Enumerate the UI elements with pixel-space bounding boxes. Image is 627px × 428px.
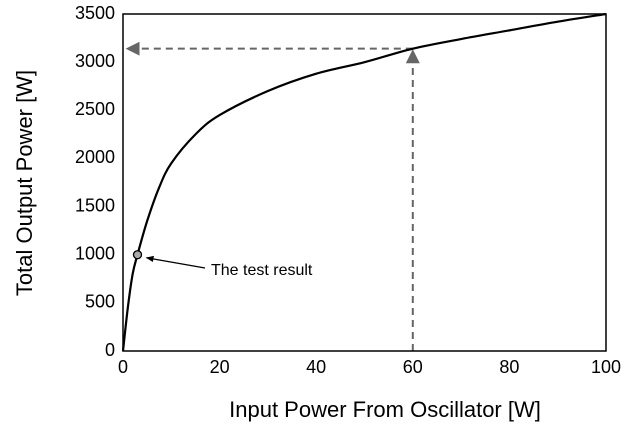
x-tick-label: 100 [591, 357, 621, 377]
y-tick-label: 1500 [75, 195, 115, 215]
y-tick-label: 1000 [75, 243, 115, 263]
x-tick-label: 60 [403, 357, 423, 377]
y-tick-label: 2500 [75, 99, 115, 119]
test-point [132, 250, 143, 260]
plot-frame [122, 13, 607, 352]
x-tick-label: 20 [210, 357, 230, 377]
annotation-arrow [145, 255, 206, 269]
x-tick-label: 40 [306, 357, 326, 377]
x-axis-label: Input Power From Oscillator [W] [229, 397, 541, 422]
y-tick-label: 500 [85, 292, 115, 312]
x-tick-label: 0 [118, 357, 128, 377]
y-tick-label: 2000 [75, 147, 115, 167]
y-tick-label: 3000 [75, 51, 115, 71]
y-axis-label: Total Output Power [W] [12, 70, 37, 296]
annotation-text: The test result [211, 262, 313, 279]
y-tick-label: 3500 [75, 3, 115, 23]
curve [121, 12, 607, 352]
y-tick-label: 0 [105, 340, 115, 360]
x-tick-label: 80 [499, 357, 519, 377]
